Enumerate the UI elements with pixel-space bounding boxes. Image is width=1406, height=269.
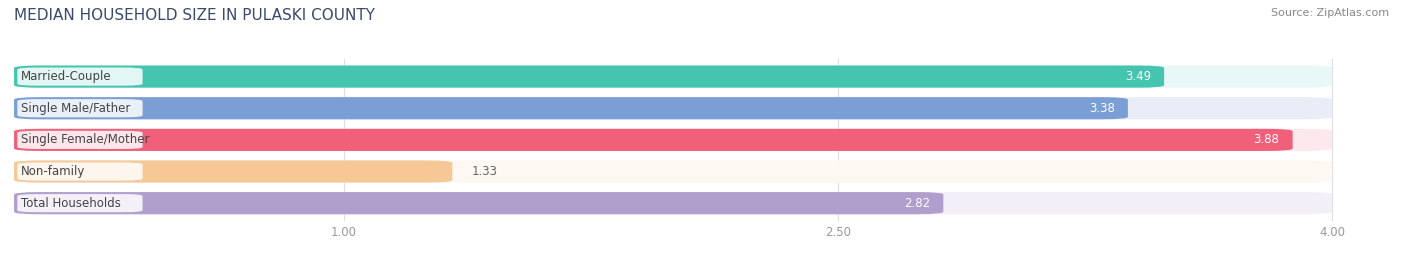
Text: 3.38: 3.38: [1088, 102, 1115, 115]
FancyBboxPatch shape: [14, 160, 1333, 183]
FancyBboxPatch shape: [17, 162, 142, 180]
FancyBboxPatch shape: [14, 129, 1333, 151]
FancyBboxPatch shape: [14, 97, 1333, 119]
Text: MEDIAN HOUSEHOLD SIZE IN PULASKI COUNTY: MEDIAN HOUSEHOLD SIZE IN PULASKI COUNTY: [14, 8, 375, 23]
FancyBboxPatch shape: [17, 68, 142, 86]
Text: Non-family: Non-family: [21, 165, 84, 178]
Text: Single Male/Father: Single Male/Father: [21, 102, 129, 115]
FancyBboxPatch shape: [17, 131, 142, 149]
FancyBboxPatch shape: [14, 66, 1164, 88]
FancyBboxPatch shape: [14, 192, 943, 214]
Text: Source: ZipAtlas.com: Source: ZipAtlas.com: [1271, 8, 1389, 18]
Text: 3.49: 3.49: [1125, 70, 1152, 83]
Text: Married-Couple: Married-Couple: [21, 70, 111, 83]
Text: Total Households: Total Households: [21, 197, 121, 210]
FancyBboxPatch shape: [17, 99, 142, 117]
FancyBboxPatch shape: [17, 194, 142, 212]
FancyBboxPatch shape: [14, 160, 453, 183]
FancyBboxPatch shape: [14, 66, 1333, 88]
Text: 1.33: 1.33: [472, 165, 498, 178]
FancyBboxPatch shape: [14, 192, 1333, 214]
FancyBboxPatch shape: [14, 97, 1128, 119]
FancyBboxPatch shape: [14, 129, 1292, 151]
Text: 3.88: 3.88: [1254, 133, 1279, 146]
Text: 2.82: 2.82: [904, 197, 931, 210]
Text: Single Female/Mother: Single Female/Mother: [21, 133, 149, 146]
